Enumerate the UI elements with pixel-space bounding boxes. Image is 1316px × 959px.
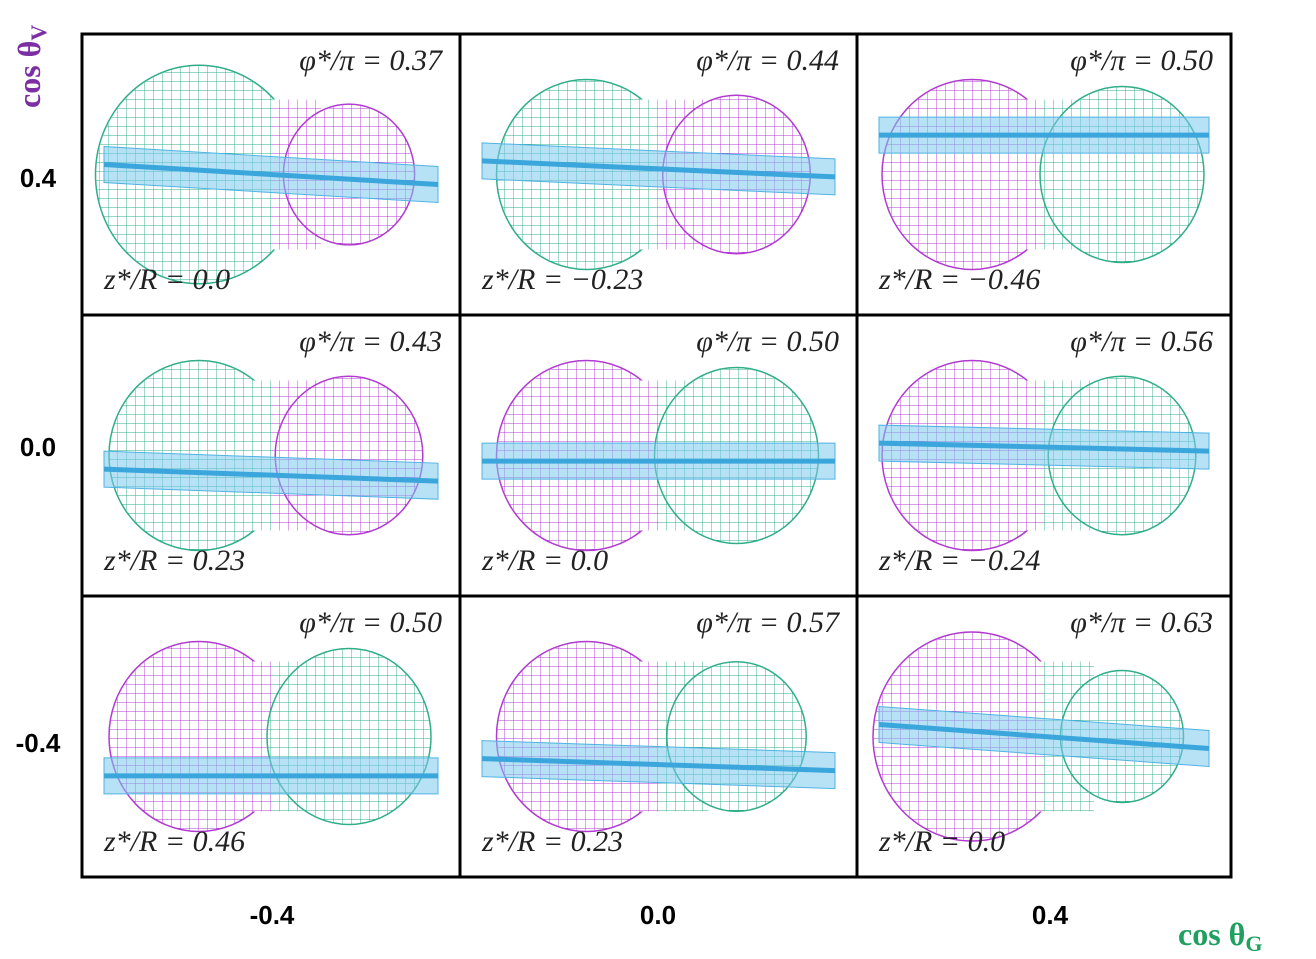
z-label: z*/R = 0.23	[103, 544, 245, 577]
z-label: z*/R = 0.0	[481, 544, 608, 577]
interface-line	[103, 466, 439, 484]
row-label: -0.4	[16, 728, 61, 758]
z-label: z*/R = −0.23	[481, 263, 643, 296]
cell: φ*/π = 0.37 z*/R = 0.0	[94, 44, 444, 296]
phi-label: φ*/π = 0.50	[299, 606, 442, 639]
interface-line	[878, 722, 1210, 751]
vesicle-lobe	[1039, 85, 1205, 264]
z-label: z*/R = −0.24	[878, 544, 1040, 577]
z-label: z*/R = −0.46	[878, 263, 1040, 296]
phi-label: φ*/π = 0.56	[1070, 325, 1213, 358]
interface-line	[481, 756, 836, 774]
interface-line	[878, 440, 1210, 454]
y-axis-label: cos θV	[11, 25, 51, 108]
column-label: 0.0	[640, 900, 676, 930]
column-label: -0.4	[250, 900, 295, 930]
x-axis-label: cos θG	[1178, 916, 1262, 956]
row-label: 0.4	[20, 163, 57, 193]
cell: φ*/π = 0.63 z*/R = 0.0	[872, 606, 1213, 858]
phi-label: φ*/π = 0.50	[696, 325, 839, 358]
column-label: 0.4	[1032, 900, 1069, 930]
phi-label: φ*/π = 0.37	[299, 44, 444, 77]
phi-label: φ*/π = 0.43	[299, 325, 442, 358]
z-label: z*/R = 0.23	[481, 825, 623, 858]
cell: φ*/π = 0.50 z*/R = −0.46	[878, 44, 1213, 296]
grid-frame	[80, 32, 1233, 879]
cell: φ*/π = 0.56 z*/R = −0.24	[878, 325, 1213, 577]
z-label: z*/R = 0.0	[103, 263, 230, 296]
vesicle-lobe	[274, 375, 424, 536]
phi-label: φ*/π = 0.50	[1070, 44, 1213, 77]
z-label: z*/R = 0.0	[878, 825, 1005, 858]
z-label: z*/R = 0.46	[103, 825, 245, 858]
cells: φ*/π = 0.37 z*/R = 0.0 φ*/π = 0.44 z*/R = −…	[94, 44, 1213, 858]
cell: φ*/π = 0.43 z*/R = 0.23	[103, 325, 442, 577]
cell: φ*/π = 0.50 z*/R = 0.46	[103, 606, 442, 858]
cell: φ*/π = 0.44 z*/R = −0.23	[481, 44, 839, 296]
phi-label: φ*/π = 0.63	[1070, 606, 1213, 639]
row-label: 0.0	[20, 432, 56, 462]
cell: φ*/π = 0.57 z*/R = 0.23	[481, 606, 841, 858]
interface-line	[103, 162, 439, 187]
vesicle-lobe	[266, 647, 432, 826]
interface-line	[481, 158, 836, 180]
phi-label: φ*/π = 0.57	[696, 606, 841, 639]
cell: φ*/π = 0.50 z*/R = 0.0	[481, 325, 839, 577]
phi-label: φ*/π = 0.44	[696, 44, 839, 77]
vesicle-lobe	[666, 660, 807, 813]
